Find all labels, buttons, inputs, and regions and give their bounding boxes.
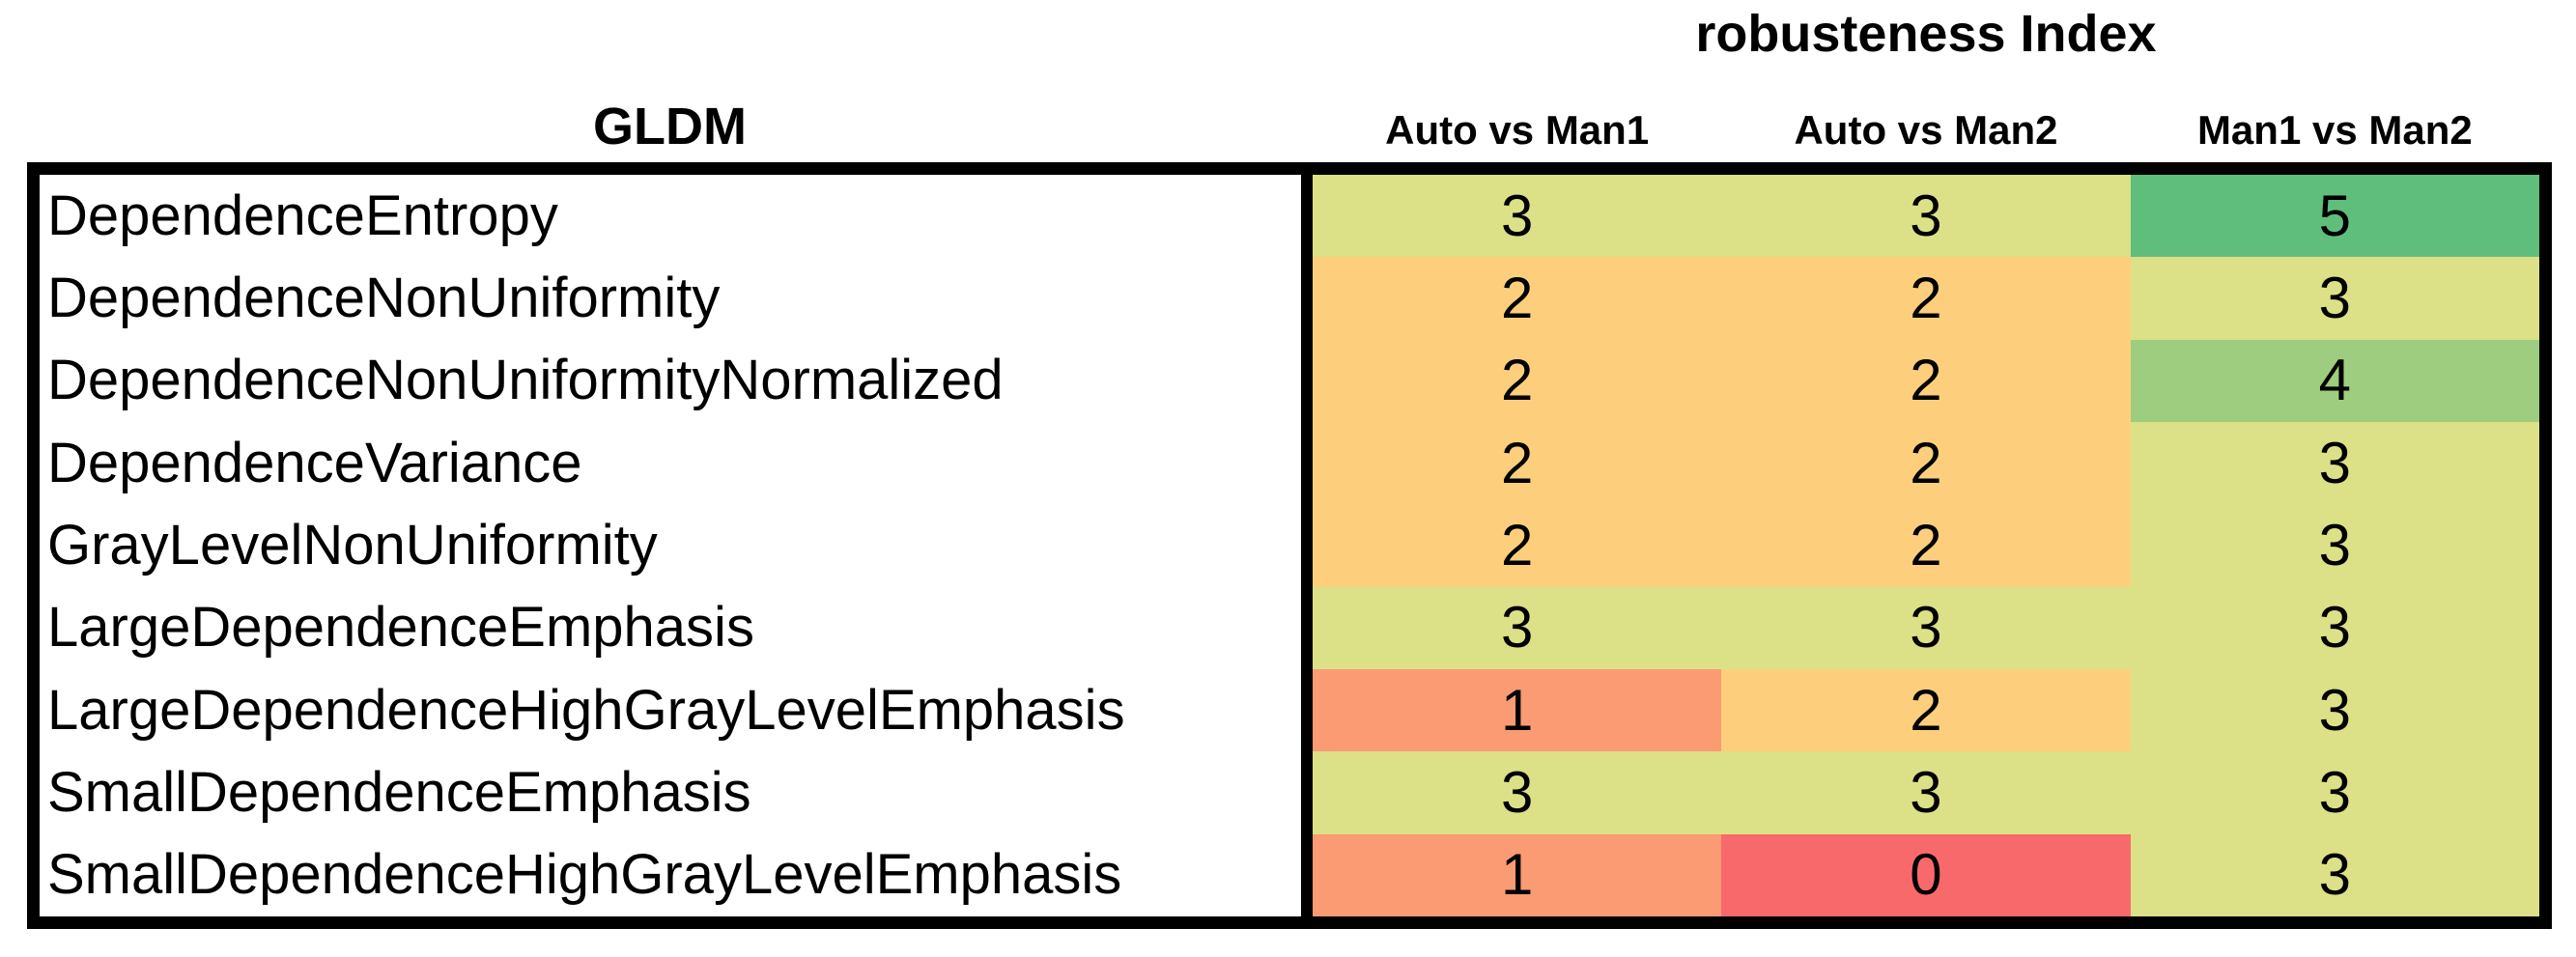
heatmap-cell: 1 <box>1313 833 1722 916</box>
heatmap-cell: 1 <box>1313 669 1722 752</box>
heatmap-cell: 3 <box>2130 504 2539 587</box>
feature-label: DependenceNonUniformity <box>47 266 721 329</box>
heatmap-cell: 2 <box>1721 339 2131 422</box>
feature-label-column: DependenceEntropy DependenceNonUniformity… <box>40 175 1313 916</box>
heatmap-cell: 2 <box>1313 339 1722 422</box>
header-band: robusteness Index GLDM Auto vs Man1 Auto … <box>0 0 2576 162</box>
heatmap-cell: 2 <box>1721 257 2131 340</box>
column-header-2: Auto vs Man2 <box>1794 107 2058 153</box>
heatmap-cell: 3 <box>1313 751 1722 834</box>
feature-label: GrayLevelNonUniformity <box>47 513 658 577</box>
heatmap-cell: 3 <box>2130 257 2539 340</box>
column-headers: Auto vs Man1 Auto vs Man2 Man1 vs Man2 <box>1313 95 2539 162</box>
robustness-index-title: robusteness Index <box>1695 5 2157 63</box>
heatmap-cell: 2 <box>1721 669 2131 752</box>
heatmap-cell: 3 <box>1313 175 1722 258</box>
heatmap-cell: 3 <box>2130 833 2539 916</box>
heatmap-cell: 2 <box>1721 504 2131 587</box>
heatmap-cell: 2 <box>1721 422 2131 505</box>
feature-label: LargeDependenceHighGrayLevelEmphasis <box>47 678 1125 742</box>
heatmap-cell: 3 <box>1721 175 2131 258</box>
heatmap-table: DependenceEntropy DependenceNonUniformity… <box>27 162 2552 929</box>
gldm-group-title: GLDM <box>593 98 747 155</box>
heatmap-cell: 3 <box>2130 751 2539 834</box>
feature-label: SmallDependenceHighGrayLevelEmphasis <box>47 843 1122 907</box>
heatmap-cell: 2 <box>1313 422 1722 505</box>
feature-label: LargeDependenceEmphasis <box>47 596 754 660</box>
heatmap-cell: 2 <box>1313 504 1722 587</box>
feature-label: SmallDependenceEmphasis <box>47 760 751 824</box>
feature-label: DependenceVariance <box>47 431 582 494</box>
heatmap-cell: 3 <box>2130 669 2539 752</box>
heatmap-cell: 2 <box>1313 257 1722 340</box>
column-header-1: Auto vs Man1 <box>1385 107 1650 153</box>
heatmap-cell: 3 <box>2130 586 2539 669</box>
column-header-3: Man1 vs Man2 <box>2196 107 2473 153</box>
heatmap-cell: 3 <box>2130 422 2539 505</box>
heatmap-cell: 5 <box>2130 175 2539 258</box>
heatmap-cell: 3 <box>1721 751 2131 834</box>
feature-label: DependenceNonUniformityNormalized <box>47 349 1004 412</box>
heatmap-cell: 3 <box>1313 586 1722 669</box>
heatmap-cell: 4 <box>2130 339 2539 422</box>
heatmap-cell: 0 <box>1721 833 2131 916</box>
feature-label: DependenceEntropy <box>47 183 558 247</box>
heatmap-cell: 3 <box>1721 586 2131 669</box>
